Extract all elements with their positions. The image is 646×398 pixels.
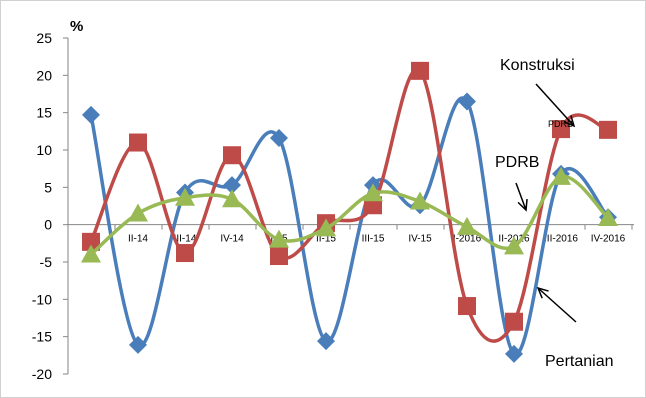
x-tick-label: I-2016 xyxy=(453,234,482,245)
data-point-pdrb xyxy=(363,183,383,202)
annotation-pertanian: Pertanian xyxy=(545,353,614,370)
arrow-shaft xyxy=(535,83,575,127)
data-point-pertanian xyxy=(505,344,523,363)
data-point-pertanian xyxy=(317,332,335,351)
annotation-konstruksi: Konstruksi xyxy=(500,57,575,74)
data-point-konstruksi xyxy=(505,312,523,331)
data-point-pertanian xyxy=(223,176,241,195)
y-tick-label: 15 xyxy=(36,105,52,121)
arrow-icon xyxy=(515,182,528,212)
series-konstruksi xyxy=(82,61,617,343)
data-point-konstruksi xyxy=(176,244,194,263)
y-tick-label: 0 xyxy=(44,217,52,233)
data-point-pdrb xyxy=(269,229,289,248)
data-point-konstruksi xyxy=(458,297,476,316)
data-point-pdrb xyxy=(598,207,618,226)
arrow-head xyxy=(563,115,576,128)
data-point-pdrb xyxy=(504,236,524,255)
x-tick-label: III-14 xyxy=(174,234,197,245)
y-tick-label: -15 xyxy=(32,329,52,345)
data-point-pdrb xyxy=(551,166,571,185)
data-point-pdrb xyxy=(128,203,148,222)
x-tick-label: IV-15 xyxy=(408,234,432,245)
data-point-pdrb xyxy=(222,189,242,208)
arrow-head xyxy=(536,286,549,299)
y-tick-label: 10 xyxy=(36,142,52,158)
data-point-konstruksi xyxy=(411,61,429,80)
data-point-pertanian xyxy=(129,335,147,354)
x-tick-label: III-15 xyxy=(362,234,385,245)
arrow-head xyxy=(517,198,528,212)
data-point-pdrb xyxy=(457,216,477,235)
x-tick-label: II-14 xyxy=(128,234,148,245)
arrow-shaft xyxy=(537,287,577,323)
y-tick-label: -20 xyxy=(32,366,52,382)
data-point-pdrb xyxy=(316,218,336,237)
y-tick-label: 20 xyxy=(36,67,52,83)
unit-label: % xyxy=(70,18,83,35)
x-tick-label: II-15 xyxy=(316,234,336,245)
data-point-pdrb xyxy=(410,191,430,210)
data-point-pertanian xyxy=(458,92,476,111)
annotation-pdrb: PDRB xyxy=(548,119,573,129)
data-point-konstruksi xyxy=(599,120,617,139)
annotation-pdrb: PDRB xyxy=(495,154,539,171)
y-tick-label: 5 xyxy=(44,179,52,195)
data-point-konstruksi xyxy=(82,232,100,251)
data-point-konstruksi xyxy=(552,120,570,139)
y-tick-label: -10 xyxy=(32,291,52,307)
data-point-konstruksi xyxy=(270,247,288,266)
arrow-icon xyxy=(535,83,576,128)
x-tick-label: IV-2016 xyxy=(591,234,626,245)
arrow-shaft xyxy=(515,182,527,211)
data-point-pertanian xyxy=(270,129,288,148)
y-tick-label: -5 xyxy=(40,254,53,270)
data-point-konstruksi xyxy=(223,146,241,165)
arrow-icon xyxy=(536,286,577,323)
annotations: Konstruksi PDRB PDRB Pertanian xyxy=(495,57,614,370)
y-tick-label: 25 xyxy=(36,30,52,46)
data-point-konstruksi xyxy=(129,133,147,152)
data-point-pertanian xyxy=(82,105,100,124)
series-layer xyxy=(81,61,618,363)
x-tick-label: IV-14 xyxy=(220,234,244,245)
series-pdrb xyxy=(81,166,618,263)
x-tick-label: III-2016 xyxy=(544,234,578,245)
data-point-pdrb xyxy=(81,244,101,263)
data-point-pdrb xyxy=(175,187,195,206)
